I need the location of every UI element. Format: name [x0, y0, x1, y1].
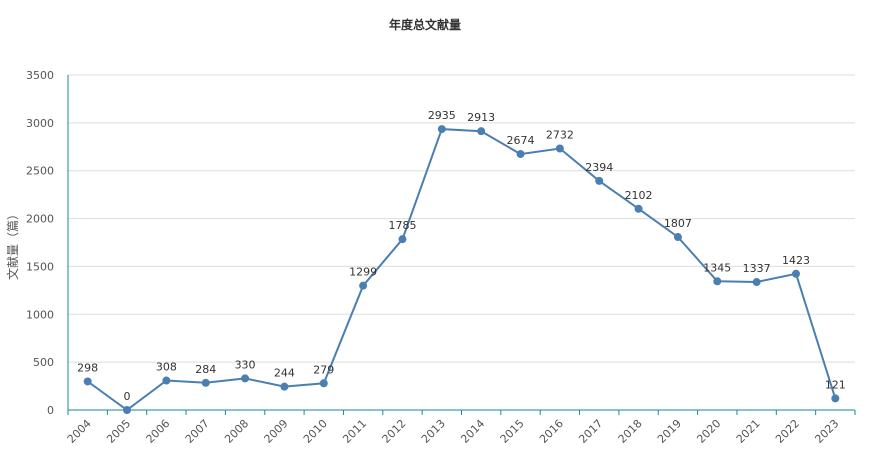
data-point	[398, 235, 407, 244]
series: 298 0 308 284 330 244 279 1299 1785 2935 2913 2674 2…	[77, 109, 846, 414]
y-tick-label: 3000	[26, 117, 54, 130]
x-tick-label: 2019	[655, 417, 684, 446]
data-point	[123, 406, 132, 414]
y-tick-label: 2000	[26, 213, 54, 226]
x-tick-label: 2013	[419, 417, 448, 446]
data-label: 1345	[703, 261, 731, 274]
data-label: 298	[77, 361, 98, 374]
data-label: 1785	[388, 219, 416, 232]
data-label: 279	[313, 363, 334, 376]
data-point	[83, 377, 92, 386]
x-tick-label: 2011	[340, 417, 369, 446]
x-tick-label: 2005	[104, 417, 133, 446]
data-label: 0	[124, 390, 131, 403]
data-point	[752, 278, 761, 287]
data-point	[555, 144, 564, 153]
x-tick-label: 2017	[576, 417, 605, 446]
x-tick-label: 2009	[262, 417, 291, 446]
data-label: 2913	[467, 111, 495, 124]
x-tick-label: 2015	[498, 417, 527, 446]
data-point	[713, 277, 722, 286]
data-label: 244	[274, 367, 295, 380]
x-tick-label: 2018	[616, 417, 645, 446]
data-label: 2935	[428, 109, 456, 122]
x-tick-label: 2004	[65, 417, 94, 446]
x-tick-label: 2012	[380, 417, 409, 446]
data-label: 1807	[664, 217, 692, 230]
data-point	[201, 378, 210, 387]
data-point	[477, 127, 486, 136]
y-tick-label: 3500	[26, 69, 54, 82]
data-label: 2102	[625, 189, 653, 202]
x-tick-label: 2006	[144, 417, 173, 446]
data-point	[162, 376, 171, 385]
data-label: 2674	[507, 134, 535, 147]
y-tick-label: 1500	[26, 260, 54, 273]
data-point	[673, 233, 682, 242]
data-point	[791, 269, 800, 278]
y-tick-label: 2500	[26, 165, 54, 178]
data-point	[437, 125, 446, 134]
y-tick-label: 500	[33, 356, 54, 369]
data-point	[595, 176, 604, 185]
grid	[68, 74, 855, 363]
data-point	[319, 379, 328, 388]
y-axis-title: 文献量（篇）	[5, 208, 20, 280]
data-point	[280, 382, 289, 391]
data-label: 121	[825, 378, 846, 391]
x-tick-label: 2021	[734, 417, 763, 446]
x-tick-label: 2008	[222, 417, 251, 446]
x-tick-label: 2023	[812, 417, 841, 446]
data-label: 330	[235, 358, 256, 371]
data-point	[516, 150, 525, 159]
x-tick-label: 2016	[537, 417, 566, 446]
data-label: 2732	[546, 129, 574, 142]
data-point	[831, 394, 840, 403]
data-label: 284	[195, 363, 216, 376]
x-tick-label: 2007	[183, 417, 212, 446]
y-tick-label: 0	[47, 404, 54, 417]
data-point	[241, 374, 250, 383]
data-point	[634, 204, 643, 213]
x-tick-label: 2014	[458, 417, 487, 446]
data-point	[359, 281, 368, 290]
data-label: 1423	[782, 254, 810, 267]
x-tick-label: 2022	[773, 417, 802, 446]
y-tick-label: 1000	[26, 308, 54, 321]
data-label: 308	[156, 361, 177, 374]
chart-title: 年度总文献量	[388, 18, 461, 32]
data-label: 1337	[743, 262, 771, 275]
x-tick-label: 2010	[301, 417, 330, 446]
x-tick-label: 2020	[694, 417, 723, 446]
data-label: 2394	[585, 161, 613, 174]
data-label: 1299	[349, 266, 377, 279]
series-line	[87, 128, 837, 412]
